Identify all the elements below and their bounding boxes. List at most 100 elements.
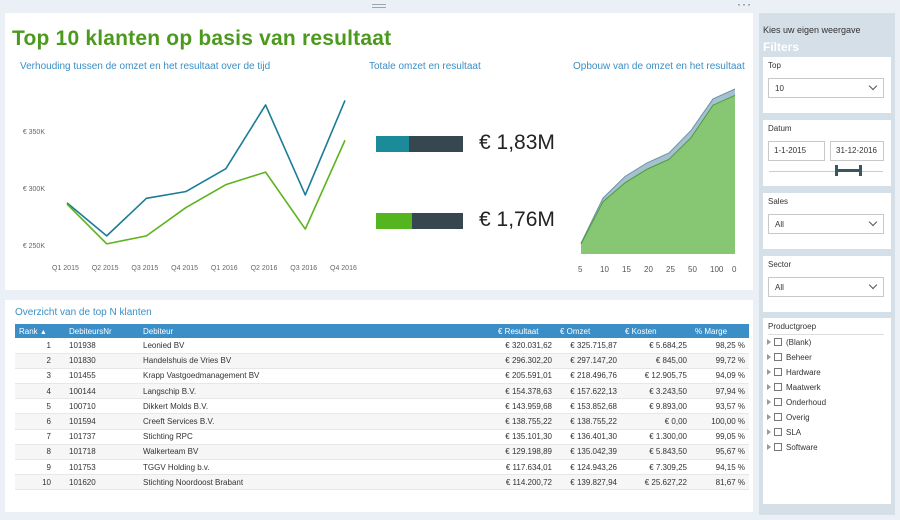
- table-body: 1 101938 Leonied BV € 320.031,62 € 325.715,8…: [15, 338, 749, 491]
- result-bar: [376, 213, 463, 229]
- filter-sidebar: Kies uw eigen weergave Filters Top 10 Da…: [759, 13, 895, 515]
- productgroep-slicer: Productgroep (Blank) Beheer Hardware Maatwe…: [763, 318, 891, 504]
- col-kosten[interactable]: € Kosten: [625, 326, 657, 336]
- table-cell: 2: [15, 353, 65, 369]
- datum-slicer: Datum 1-1-2015 31-12-2016: [763, 120, 891, 186]
- productgroep-item[interactable]: Maatwerk: [767, 383, 821, 392]
- table-row[interactable]: 9 101753 TGGV Holding b.v. € 117.634,01 € 12…: [15, 459, 749, 476]
- date-slider-end-handle[interactable]: [859, 165, 863, 176]
- table-cell: 101737: [65, 429, 139, 445]
- result-bar-fill: [376, 213, 412, 229]
- divider: [768, 334, 884, 335]
- expand-icon[interactable]: [767, 369, 771, 375]
- table-header-row: Rank ▲ DebiteursNr Debiteur € Resultaat …: [15, 324, 749, 338]
- col-rank[interactable]: Rank ▲: [19, 326, 47, 336]
- table-cell: € 12.905,75: [621, 368, 691, 385]
- checkbox[interactable]: [774, 368, 782, 376]
- sector-dropdown[interactable]: All: [768, 277, 884, 297]
- revenue-bar-fill: [376, 136, 409, 152]
- productgroep-item[interactable]: SLA: [767, 428, 801, 437]
- expand-icon[interactable]: [767, 414, 771, 420]
- top-dropdown-value: 10: [775, 84, 784, 93]
- sort-ascending-icon[interactable]: ▲: [39, 328, 47, 336]
- expand-icon[interactable]: [767, 429, 771, 435]
- table-cell: € 129.198,89: [494, 444, 556, 461]
- checkbox[interactable]: [774, 413, 782, 421]
- table-cell: 101938: [65, 338, 139, 354]
- top-dropdown[interactable]: 10: [768, 78, 884, 98]
- table-row[interactable]: 3 101455 Krapp Vastgoedmanagement BV € 205.…: [15, 368, 749, 385]
- top-slicer: Top 10: [763, 57, 891, 113]
- table-row[interactable]: 10 101620 Stichting Noordoost Brabant € 114…: [15, 474, 749, 491]
- table-cell: € 296.302,20: [494, 353, 556, 369]
- top-customers-panel: Overzicht van de top N klanten Rank ▲ De…: [5, 300, 753, 512]
- checkbox[interactable]: [774, 428, 782, 436]
- expand-icon[interactable]: [767, 444, 771, 450]
- col-resultaat[interactable]: € Resultaat: [498, 326, 539, 336]
- more-options-icon[interactable]: ···: [737, 0, 752, 11]
- expand-icon[interactable]: [767, 354, 771, 360]
- x-tick-label: Q2 2016: [250, 265, 278, 272]
- line-series-1[interactable]: [66, 100, 346, 237]
- table-cell: 3: [15, 368, 65, 385]
- productgroep-item-label: Maatwerk: [786, 383, 821, 392]
- productgroep-item[interactable]: (Blank): [767, 338, 811, 347]
- page-title: Top 10 klanten op basis van resultaat: [12, 27, 392, 50]
- col-debiteursnr[interactable]: DebiteursNr: [69, 326, 112, 336]
- checkbox[interactable]: [774, 398, 782, 406]
- table-row[interactable]: 1 101938 Leonied BV € 320.031,62 € 325.715,8…: [15, 338, 749, 354]
- table-cell: Krapp Vastgoedmanagement BV: [139, 368, 494, 385]
- checkbox[interactable]: [774, 443, 782, 451]
- col-debiteur[interactable]: Debiteur: [143, 326, 174, 336]
- line-chart-title: Verhouding tussen de omzet en het result…: [20, 61, 271, 72]
- table-cell: 100,00 %: [691, 413, 749, 430]
- expand-icon[interactable]: [767, 384, 771, 390]
- sales-slicer: Sales All: [763, 193, 891, 249]
- sidebar-filters-label: Filters: [763, 40, 800, 54]
- line-chart[interactable]: [5, 13, 365, 290]
- checkbox[interactable]: [774, 353, 782, 361]
- table-row[interactable]: 7 101737 Stichting RPC € 135.101,30 € 136.40…: [15, 429, 749, 445]
- date-slider-start-handle[interactable]: [835, 165, 839, 176]
- chevron-down-icon: [868, 280, 878, 290]
- area-series-line-2: [580, 94, 736, 245]
- date-to-input[interactable]: 31-12-2016: [830, 141, 884, 161]
- table-row[interactable]: 5 100710 Dikkert Molds B.V. € 143.959,68 € 1…: [15, 398, 749, 415]
- table-cell: 99,72 %: [691, 353, 749, 369]
- table-cell: € 5.684,25: [621, 338, 691, 354]
- date-slider-track[interactable]: [769, 171, 883, 172]
- drag-handle-icon[interactable]: [372, 4, 386, 8]
- date-from-input[interactable]: 1-1-2015: [768, 141, 825, 161]
- table-cell: € 7.309,25: [621, 459, 691, 476]
- productgroep-item[interactable]: Overig: [767, 413, 810, 422]
- table-cell: € 154.378,63: [494, 383, 556, 400]
- table-cell: € 124.943,26: [556, 459, 621, 476]
- table-cell: € 9.893,00: [621, 398, 691, 415]
- expand-icon[interactable]: [767, 399, 771, 405]
- checkbox[interactable]: [774, 383, 782, 391]
- line-series-2[interactable]: [66, 139, 346, 245]
- area-x-tick-label: 15: [622, 265, 631, 274]
- table-row[interactable]: 6 101594 Creeft Services B.V. € 138.755,22 €…: [15, 413, 749, 430]
- datum-slicer-label: Datum: [768, 124, 792, 133]
- productgroep-item[interactable]: Hardware: [767, 368, 821, 377]
- x-tick-label: Q4 2016: [330, 265, 357, 272]
- expand-icon[interactable]: [767, 339, 771, 345]
- table-cell: Handelshuis de Vries BV: [139, 353, 494, 369]
- table-cell: 101718: [65, 444, 139, 461]
- table-row[interactable]: 2 101830 Handelshuis de Vries BV € 296.302,…: [15, 353, 749, 369]
- area-series-2[interactable]: [581, 95, 735, 254]
- table-title: Overzicht van de top N klanten: [15, 307, 152, 318]
- productgroep-item[interactable]: Beheer: [767, 353, 812, 362]
- productgroep-item[interactable]: Onderhoud: [767, 398, 826, 407]
- checkbox[interactable]: [774, 338, 782, 346]
- col-marge[interactable]: % Marge: [695, 326, 728, 336]
- productgroep-item[interactable]: Software: [767, 443, 818, 452]
- area-chart[interactable]: [5, 13, 753, 290]
- sales-dropdown[interactable]: All: [768, 214, 884, 234]
- col-omzet[interactable]: € Omzet: [560, 326, 591, 336]
- table-row[interactable]: 4 100144 Langschip B.V. € 154.378,63 € 157.6…: [15, 383, 749, 400]
- table-row[interactable]: 8 101718 Walkerteam BV € 129.198,89 € 135.04…: [15, 444, 749, 461]
- sidebar-header: Kies uw eigen weergave: [763, 25, 861, 35]
- total-revenue-value: € 1,83M: [479, 131, 555, 154]
